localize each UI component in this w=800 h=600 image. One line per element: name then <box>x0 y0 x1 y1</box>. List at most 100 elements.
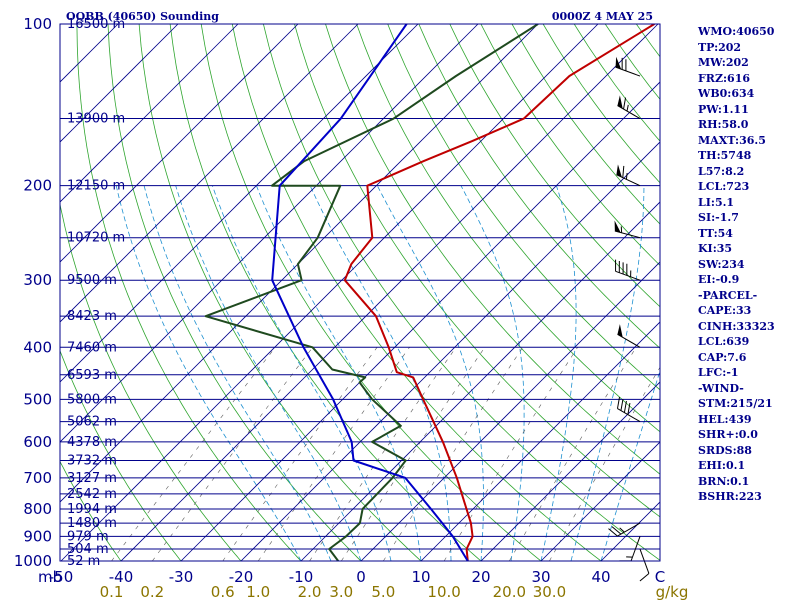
wind-barbs <box>608 56 650 582</box>
sounding-indices-panel: WMO:40650 TP:202 MW:202 FRZ:616 WB0:634 PW:1.… <box>698 24 798 505</box>
index-item: STM:215/21 <box>698 397 773 410</box>
index-item: KI:35 <box>698 242 733 255</box>
index-item: PW:1.11 <box>698 102 749 116</box>
index-item: SHR+:0.0 <box>698 428 758 441</box>
pressure-label-100: 100 <box>23 15 52 33</box>
temperature-tick: 10 <box>411 568 430 586</box>
index-item: -PARCEL- <box>698 288 758 302</box>
wind-barb <box>616 396 641 423</box>
temperature-tick: -20 <box>229 568 254 586</box>
mixing-ratio-label: 5.0 <box>371 583 395 600</box>
index-item: TP:202 <box>698 40 742 54</box>
isotherm <box>540 441 660 561</box>
height-label: 1480 m <box>67 516 117 531</box>
wind-barb <box>615 56 641 77</box>
chart-time: 0000Z 4 MAY 25 <box>552 10 653 23</box>
index-item: MW:202 <box>698 56 749 69</box>
height-label: 52 m <box>67 554 100 569</box>
index-item: RH:58.0 <box>698 118 749 131</box>
height-label: 5062 m <box>67 415 117 430</box>
index-item: L57:8.2 <box>698 164 745 178</box>
temperature-tick: 40 <box>591 568 610 586</box>
temperature-tick: -40 <box>109 568 134 586</box>
index-item: MAXT:36.5 <box>698 133 766 147</box>
height-label: 1994 m <box>67 502 117 517</box>
index-item: HEL:439 <box>698 412 752 426</box>
index-item: EI:-0.9 <box>698 273 740 286</box>
mixing-ratio-label: 20.0 <box>493 583 526 600</box>
index-item: TH:5748 <box>698 149 752 162</box>
height-label: 979 m <box>67 529 109 544</box>
height-label: 12150 m <box>67 179 125 194</box>
pressure-label-500: 500 <box>23 390 52 408</box>
isotherm <box>300 201 660 561</box>
isotherm <box>60 24 179 143</box>
index-item: BSHR:223 <box>698 490 762 503</box>
index-item: WMO:40650 <box>698 25 775 38</box>
temperature-tick: -50 <box>49 568 74 586</box>
mixing-ratio-label: 0.2 <box>140 583 164 600</box>
index-item: EHI:0.1 <box>698 459 746 472</box>
height-label: 4378 m <box>67 435 117 450</box>
index-item: SI:-1.7 <box>698 211 739 224</box>
index-item: LFC:-1 <box>698 366 739 379</box>
dewpoint-profile <box>204 24 539 561</box>
isotherm <box>60 24 299 263</box>
mixing-ratio-label: 30.0 <box>533 583 566 600</box>
index-item: WB0:634 <box>698 87 755 100</box>
temperature-tick: 20 <box>471 568 490 586</box>
mixing-ratio-label: 0.1 <box>100 583 124 600</box>
grid-lines <box>60 24 660 561</box>
height-label: 9500 m <box>67 273 117 288</box>
pressure-label-1000: 1000 <box>14 552 52 570</box>
height-label: 8423 m <box>67 309 117 324</box>
pressure-label-600: 600 <box>23 433 52 451</box>
mixing-ratio-label: 1.0 <box>246 583 270 600</box>
index-item: LCL:723 <box>698 180 750 193</box>
index-item: SW:234 <box>698 257 745 271</box>
mixing-ratio-label: 3.0 <box>329 583 353 600</box>
pressure-label-200: 200 <box>23 177 52 195</box>
moist-adiabat <box>460 185 525 561</box>
isotherm <box>360 261 660 561</box>
wind-barb <box>608 522 641 537</box>
pressure-label-900: 900 <box>23 527 52 545</box>
height-label: 13900 m <box>67 112 125 127</box>
mixing-ratio-label: 0.6 <box>211 583 235 600</box>
isotherm <box>420 321 660 561</box>
mixing-ratio-label: 2.0 <box>298 583 322 600</box>
isotherm <box>60 24 239 203</box>
isotherm <box>60 24 359 323</box>
index-item: FRZ:616 <box>698 71 751 85</box>
plot-frame <box>59 23 661 562</box>
isotherm <box>120 24 659 561</box>
height-label: 6593 m <box>67 368 117 383</box>
mixing-ratio-label: g/kg <box>656 583 689 600</box>
index-item: SRDS:88 <box>698 443 752 457</box>
height-label: 10720 m <box>67 231 125 246</box>
temperature-tick: 0 <box>356 568 366 586</box>
height-label: 2542 m <box>67 487 117 502</box>
isotherm <box>180 81 660 561</box>
pressure-label-300: 300 <box>23 271 52 289</box>
isotherm <box>60 24 479 443</box>
pressure-label-700: 700 <box>23 469 52 487</box>
isotherm <box>60 24 599 561</box>
index-item: LI:5.1 <box>698 195 735 209</box>
parcel-profile <box>271 24 469 561</box>
temperature-tick: C <box>655 568 665 586</box>
index-item: CAP:7.6 <box>698 350 747 364</box>
moist-adiabat <box>376 185 484 561</box>
isotherm <box>240 141 660 561</box>
temperature-tick: 30 <box>531 568 550 586</box>
index-item: CINH:33323 <box>698 319 775 333</box>
temperature-profile <box>343 24 655 561</box>
wind-barb <box>615 259 641 281</box>
pressure-label-400: 400 <box>23 338 52 356</box>
height-label: 7460 m <box>67 340 117 355</box>
pressure-label-800: 800 <box>23 500 52 518</box>
profile-lines <box>204 24 655 561</box>
wind-barb <box>617 324 641 348</box>
moist-adiabat <box>212 185 392 561</box>
